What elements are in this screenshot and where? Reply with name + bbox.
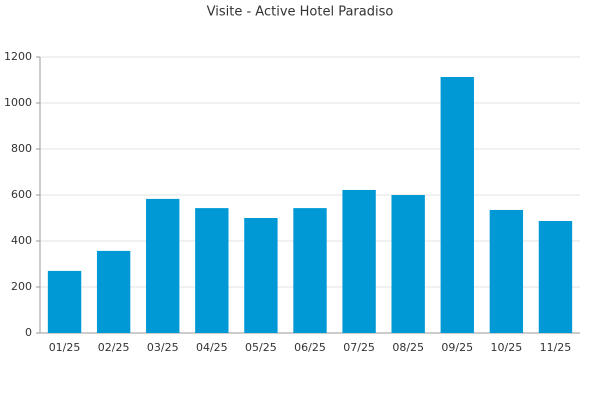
x-tick-label: 09/25 (441, 341, 473, 354)
x-tick-label: 05/25 (245, 341, 277, 354)
y-tick-label: 1200 (4, 50, 32, 63)
y-tick-label: 800 (11, 142, 32, 155)
bar (195, 208, 229, 333)
bar (538, 220, 573, 333)
x-tick-label: 04/25 (196, 341, 228, 354)
y-tick-label: 0 (25, 326, 32, 339)
x-tick-label: 07/25 (343, 341, 375, 354)
bar (293, 208, 327, 333)
x-tick-label: 10/25 (491, 341, 523, 354)
x-tick-label: 03/25 (147, 341, 179, 354)
x-tick-label: 06/25 (294, 341, 326, 354)
x-tick-label: 08/25 (392, 341, 424, 354)
bar (47, 270, 82, 333)
y-tick-label: 400 (11, 234, 32, 247)
bar (342, 189, 376, 333)
y-tick-label: 200 (11, 280, 32, 293)
bar (489, 209, 524, 333)
x-tick-label: 01/25 (49, 341, 81, 354)
bar (440, 77, 474, 333)
x-tick-label: 11/25 (540, 341, 572, 354)
x-tick-label: 02/25 (98, 341, 130, 354)
y-tick-label: 600 (11, 188, 32, 201)
bar (244, 218, 278, 333)
bar (96, 250, 131, 333)
chart-title: Visite - Active Hotel Paradiso (207, 5, 394, 20)
y-tick-label: 1000 (4, 96, 32, 109)
bar (391, 195, 425, 333)
bar (146, 198, 180, 333)
